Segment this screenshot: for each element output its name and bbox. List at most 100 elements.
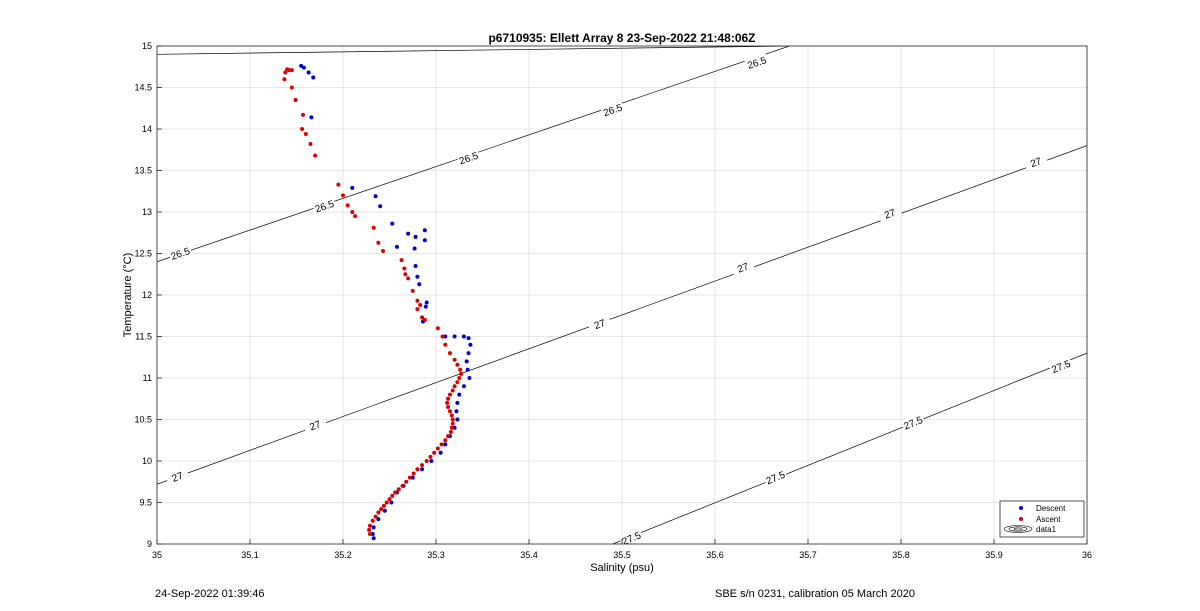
svg-text:26.5: 26.5	[458, 151, 480, 168]
contour-label: 27	[587, 314, 612, 333]
contour-label: 27	[877, 204, 902, 223]
ascent-point	[367, 527, 372, 532]
ascent-point	[449, 425, 454, 430]
descent-point	[429, 459, 434, 463]
svg-text:27: 27	[736, 261, 751, 275]
descent-point	[406, 231, 411, 236]
ascent-point	[446, 405, 451, 410]
y-tick-label: 13.5	[134, 166, 152, 176]
y-tick-label: 10.5	[134, 415, 152, 425]
ascent-point	[420, 315, 425, 320]
descent-point	[424, 300, 429, 305]
ascent-point	[447, 409, 452, 414]
ascent-point	[449, 413, 454, 418]
ascent-point	[384, 500, 389, 505]
legend-marker-descent	[1019, 506, 1023, 510]
ascent-point	[308, 141, 313, 146]
svg-text:27: 27	[171, 470, 186, 484]
ascent-point	[287, 68, 292, 73]
ascent-point	[428, 454, 433, 459]
contour-line	[612, 352, 1087, 544]
ascent-point	[301, 112, 306, 117]
legend-label-ascent: Ascent	[1036, 515, 1061, 524]
ascent-point	[455, 380, 460, 385]
contour-label: 27.5	[763, 467, 788, 487]
ascent-point	[407, 475, 412, 480]
ascent-point	[289, 85, 294, 90]
y-tick-label: 14	[142, 124, 152, 134]
ascent-point	[415, 467, 420, 472]
legend-marker-ascent	[1019, 517, 1023, 521]
descent-point	[443, 334, 448, 339]
ascent-point	[293, 97, 298, 102]
descent-point	[301, 65, 306, 70]
legend-label-data1: data1	[1036, 525, 1057, 534]
series-descent	[299, 63, 473, 541]
contour-label: 27	[730, 258, 755, 277]
descent-point	[376, 517, 381, 522]
descent-point	[378, 204, 383, 209]
series-ascent	[282, 67, 464, 537]
ascent-point	[422, 317, 427, 322]
y-tick-label: 9.5	[139, 498, 152, 508]
grid-lines	[156, 45, 1088, 545]
ascent-point	[370, 518, 375, 523]
descent-point	[371, 536, 376, 541]
descent-point	[413, 263, 418, 268]
contour-label: 26.5	[456, 148, 481, 168]
ascent-point	[452, 384, 457, 389]
descent-point	[443, 442, 448, 447]
ascent-point	[439, 442, 444, 447]
x-tick-label: 35	[152, 550, 162, 560]
ascent-point	[404, 479, 409, 484]
ascent-point	[440, 334, 445, 339]
ascent-point	[420, 463, 425, 468]
descent-point	[311, 75, 316, 80]
ascent-point	[345, 203, 350, 208]
ascent-point	[458, 367, 463, 372]
descent-point	[390, 221, 395, 226]
ascent-point	[455, 362, 460, 367]
descent-point	[466, 351, 471, 356]
footer-timestamp: 24-Sep-2022 01:39:46	[155, 588, 265, 600]
ascent-point	[432, 450, 437, 455]
descent-point	[389, 500, 394, 505]
x-tick-label: 35.2	[334, 550, 352, 560]
ascent-point	[336, 182, 341, 187]
descent-point	[455, 417, 460, 422]
ascent-point	[399, 258, 404, 263]
descent-point	[467, 376, 472, 380]
ascent-point	[450, 388, 455, 393]
ascent-point	[410, 288, 415, 293]
x-tick-label: 35.3	[427, 550, 445, 560]
legend-box	[999, 500, 1085, 538]
footer-calibration: SBE s/n 0231, calibration 05 March 2020	[715, 588, 915, 600]
contour-label: 27.5	[618, 528, 644, 544]
chart-title: p6710935: Ellett Array 8 23-Sep-2022 21:…	[488, 31, 755, 45]
descent-point	[410, 475, 415, 480]
y-tick-label: 15	[142, 41, 152, 51]
ascent-point	[289, 68, 294, 73]
ascent-point	[303, 131, 308, 136]
density-contours: 26.5 26.5 26.5 26.5 26.5 27 27 27 27 27 27 27.5 27.5…	[157, 46, 1087, 544]
descent-point	[382, 508, 387, 513]
legend-label-descent: Descent	[1036, 504, 1066, 513]
ascent-point	[367, 532, 372, 537]
x-tick-label: 35.9	[985, 550, 1003, 560]
ascent-point	[353, 214, 358, 219]
ascent-point	[452, 357, 457, 362]
y-axis-label: Temperature (°C)	[122, 253, 134, 337]
ascent-point	[282, 77, 287, 82]
x-tick-label: 35.1	[241, 550, 259, 560]
ascent-point	[435, 446, 440, 451]
contour-label: 26.5	[600, 100, 625, 119]
descent-point	[370, 532, 375, 537]
y-tick-label: 11.5	[135, 332, 152, 342]
ascent-point	[443, 438, 448, 443]
data-points	[282, 63, 473, 541]
descent-point	[457, 392, 462, 397]
descent-point	[461, 384, 466, 389]
ascent-point	[435, 326, 440, 331]
descent-point	[465, 367, 470, 372]
